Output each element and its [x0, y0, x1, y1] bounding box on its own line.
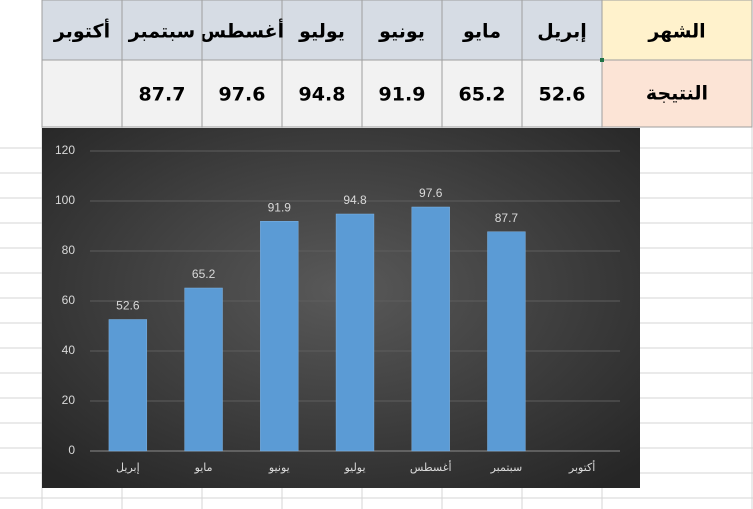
chart: 0 20 40 60 80 100 120 إبريل 52.6 مايو 65.2 يونيو 91.… [55, 143, 620, 474]
bar [487, 231, 526, 452]
row-header: الشهر [647, 21, 705, 43]
bar [411, 206, 450, 452]
value-cell: 65.2 [459, 84, 506, 106]
selection-handle [600, 58, 604, 62]
x-tick-label: سبتمبر [490, 461, 523, 474]
data-label: 91.9 [268, 200, 292, 214]
y-tick-label: 40 [62, 343, 76, 357]
bar [184, 287, 223, 452]
month-cell: أغسطس [200, 19, 284, 43]
data-label: 87.7 [495, 211, 519, 225]
row-header: النتيجة [646, 83, 708, 105]
y-tick-label: 120 [55, 143, 75, 157]
value-cell: 52.6 [539, 84, 586, 106]
x-tick-label: أغسطس [410, 460, 452, 474]
x-tick-label: يونيو [268, 461, 290, 474]
data-label: 94.8 [343, 193, 367, 207]
month-cell: إبريل [537, 21, 587, 43]
value-cell-bg [121, 59, 203, 128]
y-tick-label: 80 [62, 243, 76, 257]
month-cell: يونيو [378, 21, 425, 43]
y-tick-label: 60 [62, 293, 76, 307]
bar [260, 221, 299, 452]
bar [335, 213, 375, 452]
y-tick-label: 100 [55, 193, 75, 207]
x-tick-label: أكتوبر [568, 460, 595, 474]
data-label: 97.6 [419, 186, 443, 200]
header-cell [601, 59, 753, 128]
header-cell [41, 0, 123, 61]
bar [108, 319, 148, 452]
value-cell: 97.6 [219, 84, 266, 106]
month-cell: سبتمبر [128, 21, 196, 43]
value-cell-bg [41, 59, 123, 128]
value-cell: 91.9 [379, 84, 426, 106]
month-cell: مايو [462, 21, 501, 43]
value-cell-bg [441, 59, 523, 128]
y-tick-label: 20 [62, 393, 76, 407]
x-tick-label: مايو [194, 461, 213, 474]
value-cell-bg [521, 59, 603, 128]
header-cell [601, 0, 753, 61]
data-label: 52.6 [116, 299, 140, 313]
x-tick-label: يوليو [343, 461, 365, 474]
month-cell: أكتوبر [53, 19, 110, 43]
month-cell: يوليو [298, 21, 345, 43]
x-tick-label: إبريل [116, 461, 140, 474]
value-cell: 94.8 [299, 84, 346, 106]
y-tick-label: 0 [68, 443, 75, 457]
value-cell-bg [201, 59, 283, 128]
data-label: 65.2 [192, 267, 216, 281]
value-cell: 87.7 [139, 84, 186, 106]
header-cell [521, 0, 603, 61]
value-cell-bg [281, 59, 363, 128]
header-cell [281, 0, 363, 61]
